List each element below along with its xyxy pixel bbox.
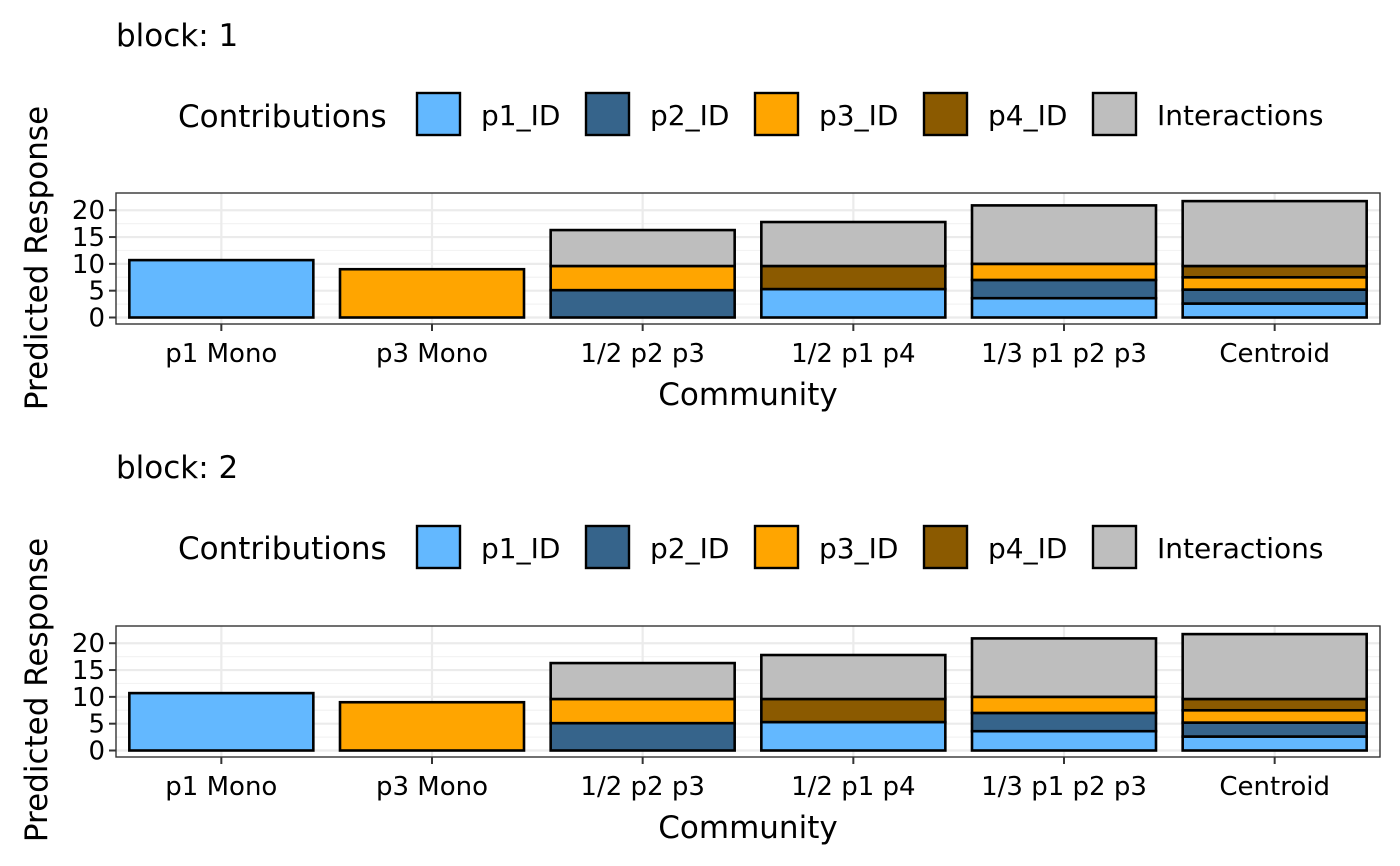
block-1-bar-1-3-p1-p2-p3-p1-id <box>970 296 1158 319</box>
block-2-bar-1-2-p2-p3-p3-id <box>549 697 736 725</box>
x-tick-label: p1 Mono <box>165 772 277 802</box>
block-2-bar-1-3-p1-p2-p3-p1-id <box>970 729 1158 752</box>
block-2-bar-centroid-p3-id <box>1181 708 1368 724</box>
x-tick-label: 1/3 p1 p2 p3 <box>981 772 1147 802</box>
x-tick-label: p3 Mono <box>376 339 488 369</box>
block-1-legend: Contributions p1_ID p2_ID p3_ID p4_ID Intera… <box>178 91 1324 137</box>
y-tick-label: 0 <box>88 737 105 767</box>
block-2-bar-1-3-p1-p2-p3-p3-id <box>970 695 1158 715</box>
block-1-y-axis-title: Predicted Response <box>19 106 55 410</box>
block-2-bar-1-2-p1-p4-interactions <box>760 653 947 701</box>
block-1-bar-1-3-p1-p2-p3-interactions <box>970 204 1158 266</box>
legend-label-interactions: Interactions <box>1157 99 1324 132</box>
x-tick-label: 1/3 p1 p2 p3 <box>981 339 1147 369</box>
block-2-bar-p3-mono-p3-id <box>338 700 526 752</box>
block-2-bar-centroid-interactions <box>1181 632 1368 701</box>
legend-label-p4-id: p4_ID <box>988 532 1067 565</box>
legend-key-interactions <box>1091 91 1138 137</box>
block-2-bar-1-3-p1-p2-p3-interactions <box>970 637 1158 699</box>
legend-label-p2-id: p2_ID <box>650 99 729 132</box>
block-2-bar-1-2-p2-p3-p2-id <box>549 721 736 752</box>
block-2-bar-1-2-p1-p4-p1-id <box>760 720 947 752</box>
block-1-legend-title: Contributions <box>178 99 387 135</box>
block-1-bar-p3-mono-p3-id <box>338 267 526 319</box>
y-tick-label: 10 <box>72 250 105 280</box>
legend-label-p1-id: p1_ID <box>481 99 560 132</box>
block-1-bar-p1-mono-p1-id <box>128 258 315 319</box>
block-1-bar-1-2-p2-p3-p3-id <box>549 264 736 292</box>
block-1-bar-centroid-p3-id <box>1181 275 1368 291</box>
y-tick-label: 10 <box>72 683 105 713</box>
legend-key-p3-id <box>753 524 800 570</box>
legend-label-p3-id: p3_ID <box>819 99 898 132</box>
y-tick-label: 20 <box>72 629 105 659</box>
y-tick-label: 0 <box>88 304 105 334</box>
block-1-bar-1-2-p2-p3-p2-id <box>549 288 736 319</box>
legend-key-p4-id <box>922 91 969 137</box>
block-1-bar-1-2-p2-p3-interactions <box>549 228 736 268</box>
block-2-title: block: 2 <box>116 450 238 486</box>
legend-label-p3-id: p3_ID <box>819 532 898 565</box>
legend-key-p2-id <box>584 524 631 570</box>
block-2-legend-title: Contributions <box>178 531 387 567</box>
x-tick-label: Centroid <box>1219 772 1330 802</box>
legend-label-p2-id: p2_ID <box>650 532 729 565</box>
y-tick-label: 5 <box>88 710 105 740</box>
y-tick-label: 20 <box>72 196 105 226</box>
legend-key-interactions <box>1091 524 1138 570</box>
block-1-bar-centroid-interactions <box>1181 199 1368 268</box>
block-1-bar-1-2-p1-p4-interactions <box>760 220 947 268</box>
y-tick-label: 15 <box>72 223 105 253</box>
block-1-bar-centroid-p4-id <box>1181 264 1368 279</box>
block-1-bar-centroid-p2-id <box>1181 288 1368 305</box>
block-2-panel-border <box>115 625 1381 758</box>
block-1-chart: block: 1 Contributions p1_ID p2_ID p3_ID p4… <box>19 18 1381 413</box>
x-tick-label: 1/2 p2 p3 <box>580 772 704 802</box>
legend-label-p4-id: p4_ID <box>988 99 1067 132</box>
x-tick-label: 1/2 p1 p4 <box>791 772 915 802</box>
block-2-bar-1-2-p2-p3-interactions <box>549 661 736 701</box>
legend-label-p1-id: p1_ID <box>481 532 560 565</box>
block-1-bar-1-2-p1-p4-p4-id <box>760 264 947 291</box>
x-tick-label: 1/2 p1 p4 <box>791 339 915 369</box>
x-tick-label: p3 Mono <box>376 772 488 802</box>
block-2-bar-1-2-p1-p4-p4-id <box>760 697 947 724</box>
legend-key-p1-id <box>415 524 462 570</box>
block-2-x-axis-title: Community <box>658 810 837 846</box>
block-2-bar-centroid-p2-id <box>1181 721 1368 738</box>
block-1-bar-1-3-p1-p2-p3-p3-id <box>970 262 1158 282</box>
block-2-chart: block: 2 Contributions p1_ID p2_ID p3_ID p4… <box>19 450 1381 846</box>
block-2-bar-p1-mono-p1-id <box>128 691 315 752</box>
legend-key-p2-id <box>584 91 631 137</box>
x-tick-label: Centroid <box>1219 339 1330 369</box>
block-1-bar-1-3-p1-p2-p3-p2-id <box>970 278 1158 300</box>
block-2-bar-1-3-p1-p2-p3-p2-id <box>970 711 1158 733</box>
block-1-bar-1-2-p1-p4-p1-id <box>760 287 947 319</box>
x-tick-label: p1 Mono <box>165 339 277 369</box>
x-tick-label: 1/2 p2 p3 <box>580 339 704 369</box>
block-2-bar-centroid-p4-id <box>1181 697 1368 712</box>
y-tick-label: 5 <box>88 277 105 307</box>
block-2-y-axis-title: Predicted Response <box>19 538 55 842</box>
legend-key-p4-id <box>922 524 969 570</box>
block-1-x-axis-title: Community <box>658 377 837 413</box>
legend-key-p3-id <box>753 91 800 137</box>
legend-key-p1-id <box>415 91 462 137</box>
block-2-bar-centroid-p1-id <box>1181 735 1368 752</box>
block-1-bar-centroid-p1-id <box>1181 302 1368 319</box>
y-tick-label: 15 <box>72 656 105 686</box>
block-2-legend: Contributions p1_ID p2_ID p3_ID p4_ID Intera… <box>178 524 1324 570</box>
block-1-title: block: 1 <box>116 18 238 54</box>
legend-label-interactions: Interactions <box>1157 532 1324 565</box>
block-1-panel-border <box>115 192 1381 325</box>
